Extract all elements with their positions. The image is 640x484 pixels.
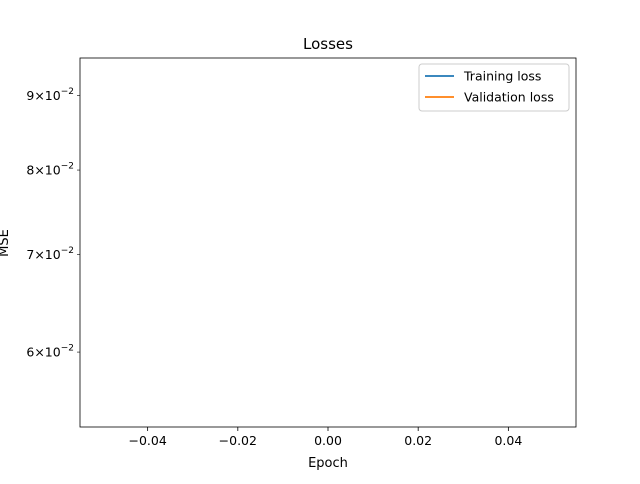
chart-title: Losses xyxy=(303,35,353,53)
y-tick-label: 7×10−2 xyxy=(26,246,74,262)
x-tick-label: 0.02 xyxy=(404,433,432,448)
x-axis-label: Epoch xyxy=(308,456,348,471)
y-tick-label: 8×10−2 xyxy=(26,162,74,178)
x-tick-label: −0.04 xyxy=(128,433,166,448)
plot-area xyxy=(79,57,577,428)
x-tick-label: −0.02 xyxy=(219,433,257,448)
y-tick-label: 9×10−2 xyxy=(26,87,74,103)
x-tick-label: 0.00 xyxy=(314,433,342,448)
y-axis-ticks: 6×10−2 7×10−2 8×10−2 9×10−2 xyxy=(26,87,80,360)
legend-frame xyxy=(418,63,570,112)
x-axis-ticks: −0.04 −0.02 0.00 0.02 0.04 xyxy=(128,427,522,448)
legend-label-validation: Validation loss xyxy=(464,90,554,105)
x-tick-label: 0.04 xyxy=(494,433,522,448)
legend: Training loss Validation loss xyxy=(418,63,570,112)
legend-label-training: Training loss xyxy=(463,69,541,84)
y-axis-label: MSE xyxy=(0,229,12,257)
y-tick-label: 6×10−2 xyxy=(26,344,74,360)
